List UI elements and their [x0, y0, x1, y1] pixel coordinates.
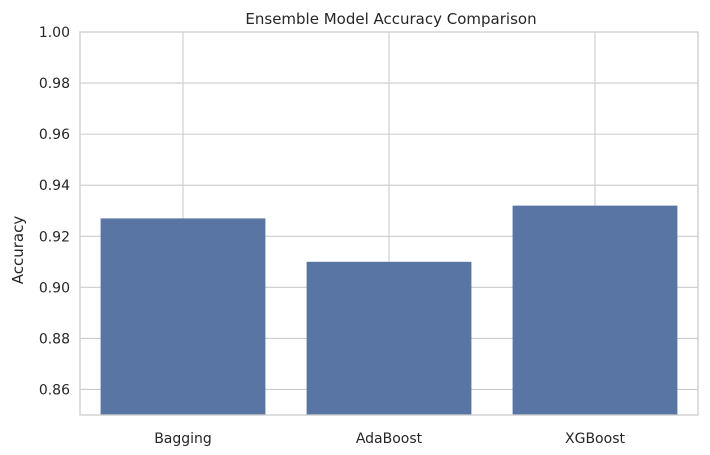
y-axis-label: Accuracy	[9, 216, 27, 285]
x-tick-label-bagging: Bagging	[154, 431, 212, 447]
y-tick-label: 0.94	[39, 178, 70, 194]
bar-adaboost	[306, 261, 472, 415]
x-tick-label-adaboost: AdaBoost	[356, 431, 423, 447]
y-tick-labels: 0.86 0.88 0.90 0.92 0.94 0.96 0.98 1.00	[39, 25, 70, 398]
x-tick-label-xgboost: XGBoost	[565, 431, 625, 447]
chart-title: Ensemble Model Accuracy Comparison	[245, 10, 536, 28]
y-tick-label: 0.98	[39, 76, 70, 92]
x-tick-labels: Bagging AdaBoost XGBoost	[154, 431, 625, 447]
bar-xgboost	[512, 205, 678, 415]
y-tick-label: 1.00	[39, 25, 70, 41]
bar-bagging	[100, 218, 266, 415]
y-tick-label: 0.96	[39, 127, 70, 143]
y-tick-label: 0.92	[39, 229, 70, 245]
y-tick-label: 0.90	[39, 280, 70, 296]
bars	[100, 205, 678, 415]
y-tick-label: 0.88	[39, 331, 70, 347]
plot-frame	[79, 31, 699, 416]
y-tick-label: 0.86	[39, 382, 70, 398]
